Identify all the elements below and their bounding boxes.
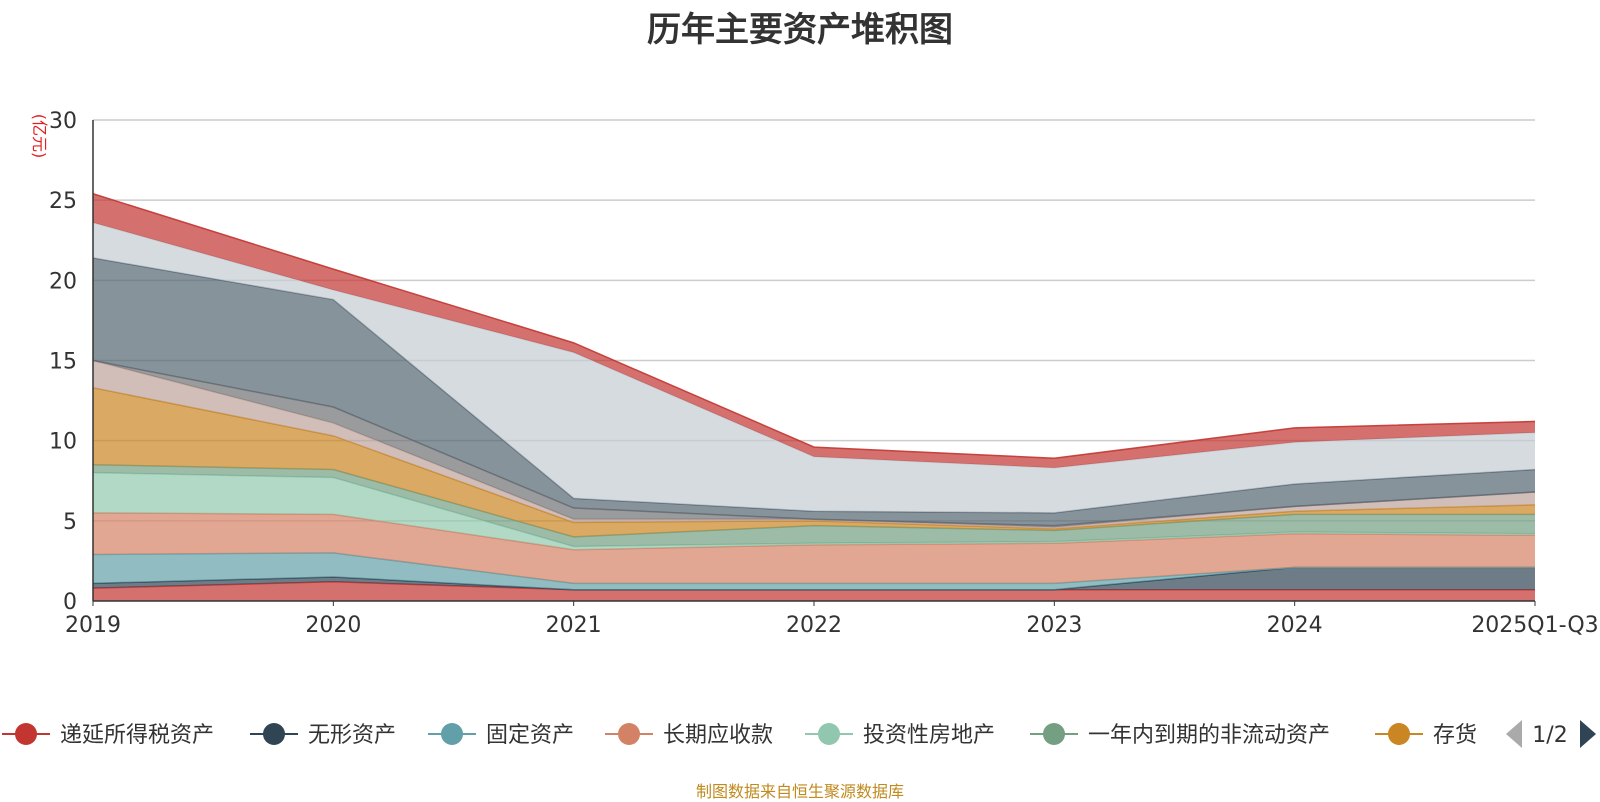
legend-prev-icon[interactable] [1506,720,1522,748]
area-series-长期应收款 [93,512,1535,584]
legend-label: 存货 [1433,723,1477,748]
area-series-无形资产 [93,567,1535,590]
y-tick-label: 20 [49,269,77,294]
legend-item[interactable]: 长期应收款 [605,723,773,748]
legend-item[interactable]: 递延所得税资产 [2,723,214,748]
legend-item[interactable]: 一年内到期的非流动资产 [1030,723,1330,748]
legend-label: 长期应收款 [663,723,773,748]
legend-dot-icon [1043,723,1065,745]
x-tick-labels: 2019 2020 2021 2022 2023 2024 2025Q1-Q3 [65,601,1599,638]
legend-item[interactable]: 存货 [1375,723,1477,748]
y-unit-label: (亿元) [30,114,49,159]
x-tick-label: 2019 [65,613,121,638]
x-tick-label: 2023 [1026,613,1082,638]
source-note: 制图数据来自恒生聚源数据库 [695,782,904,801]
legend-dot-icon [1388,723,1410,745]
area-series-固定资产 [93,552,1535,590]
area-series-递延所得税资产 [93,581,1535,601]
area-series [92,193,1536,601]
legend-dot-icon [618,723,640,745]
legend-dot-icon [263,723,285,745]
y-tick-label: 25 [49,189,77,214]
y-tick-labels: 0 5 10 15 20 25 30 [49,109,77,615]
y-tick-label: 0 [63,590,77,615]
x-tick-label: 2022 [786,613,842,638]
area-series-投资性房地产 [93,472,1535,550]
legend-dot-icon [15,723,37,745]
area-series-其他资产C [93,257,1535,526]
legend-dot-icon [441,723,463,745]
legend-label: 一年内到期的非流动资产 [1088,723,1330,748]
legend-label: 无形资产 [308,723,396,748]
legend-pager: 1/2 [1506,720,1596,748]
x-tick-label: 2024 [1267,613,1323,638]
y-tick-label: 10 [49,430,77,455]
chart-title: 历年主要资产堆积图 [647,10,953,50]
legend-item[interactable]: 投资性房地产 [805,723,995,748]
area-series-一年内到期的非流动资产 [93,464,1535,547]
legend[interactable]: 递延所得税资产 无形资产 固定资产 长期应收款 投资性房地产 一年内到期的非流动资产 存货 [2,723,1477,748]
area-series-存货 [93,387,1535,537]
y-tick-label: 15 [49,350,77,375]
legend-label: 固定资产 [486,723,574,748]
legend-item[interactable]: 无形资产 [250,723,396,748]
x-tick-label: 2020 [305,613,361,638]
y-tick-label: 30 [49,109,77,134]
area-series-其他资产A [93,360,1535,529]
legend-dot-icon [818,723,840,745]
legend-item[interactable]: 固定资产 [428,723,574,748]
x-tick-label: 2025Q1-Q3 [1471,613,1598,638]
x-tick-label: 2021 [546,613,602,638]
legend-label: 递延所得税资产 [60,723,214,748]
legend-page-indicator: 1/2 [1532,723,1567,748]
y-tick-label: 5 [63,510,77,535]
legend-label: 投资性房地产 [863,723,995,748]
area-series-line [92,193,1536,460]
legend-next-icon[interactable] [1580,720,1596,748]
